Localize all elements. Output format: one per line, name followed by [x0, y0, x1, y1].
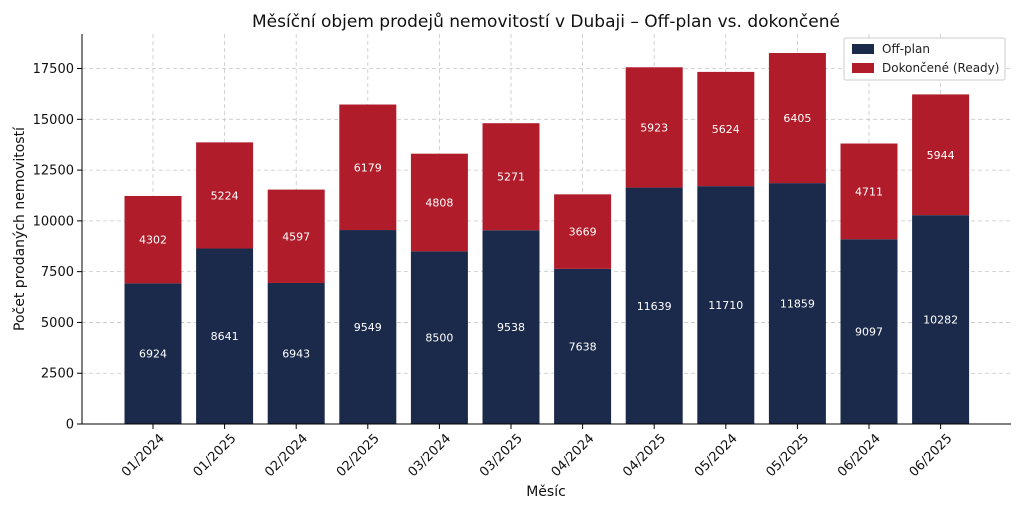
bar-ready [912, 94, 970, 216]
bar-off-plan [196, 248, 254, 424]
x-tick-label: 04/2025 [620, 431, 669, 480]
bar-label-off-plan: 9549 [354, 321, 382, 334]
bar-label-ready: 4597 [282, 230, 310, 243]
bar-label-off-plan: 10282 [923, 314, 958, 327]
bar-off-plan [482, 230, 540, 424]
bar-ready [840, 143, 898, 240]
bar-label-ready: 5624 [712, 123, 740, 136]
x-tick-label: 05/2025 [763, 431, 812, 480]
y-tick-label: 10000 [33, 214, 74, 229]
bar-off-plan [840, 239, 898, 424]
bar-ready [625, 67, 683, 188]
bar-label-ready: 4302 [139, 234, 167, 247]
bar-ready [554, 194, 612, 269]
y-axis-label: Počet prodaných nemovitostí [12, 126, 28, 331]
legend-label-off-plan: Off-plan [882, 42, 930, 56]
x-ticks: 01/2024 01/2025 02/2024 02/2025 03/2024 03/20… [119, 424, 955, 480]
bar-off-plan [339, 230, 397, 424]
x-tick-label: 06/2024 [835, 431, 884, 480]
bar-off-plan [410, 251, 468, 424]
legend-swatch-ready [852, 63, 874, 73]
x-tick-label: 05/2024 [692, 431, 741, 480]
bar-label-ready: 5923 [640, 121, 668, 134]
x-tick-label: 06/2025 [907, 431, 956, 480]
x-tick-label: 01/2024 [119, 431, 168, 480]
bar-label-off-plan: 9538 [497, 321, 525, 334]
x-tick-label: 04/2024 [549, 431, 598, 480]
y-tick-label: 0 [66, 418, 74, 433]
x-tick-label: 02/2024 [262, 431, 311, 480]
bar-label-off-plan: 6924 [139, 348, 167, 361]
y-tick-label: 15000 [33, 113, 74, 128]
y-tick-label: 5000 [41, 316, 74, 331]
bar-label-ready: 5271 [497, 171, 525, 184]
bar-label-off-plan: 11639 [637, 300, 672, 313]
bar-label-ready: 3669 [569, 226, 597, 239]
bar-label-off-plan: 8641 [211, 330, 239, 343]
legend-label-ready: Dokončené (Ready) [882, 61, 999, 75]
bar-off-plan [697, 186, 755, 424]
bar-label-off-plan: 9097 [855, 326, 883, 339]
bar-label-off-plan: 8500 [425, 332, 453, 345]
bar-label-off-plan: 11859 [780, 298, 815, 311]
bar-label-off-plan: 11710 [708, 299, 743, 312]
x-tick-label: 01/2025 [191, 431, 240, 480]
x-tick-label: 02/2025 [334, 431, 383, 480]
bar-off-plan [554, 268, 612, 424]
bar-off-plan [625, 187, 683, 424]
bar-off-plan [912, 215, 970, 424]
y-tick-label: 2500 [41, 367, 74, 382]
bar-ready [196, 142, 254, 249]
bar-ready [482, 123, 540, 231]
x-axis-label: Měsíc [526, 484, 566, 500]
y-tick-label: 7500 [41, 265, 74, 280]
legend: Off-plan Dokončené (Ready) [843, 37, 1006, 81]
bars [124, 53, 970, 424]
y-tick-label: 12500 [33, 164, 74, 179]
bar-label-ready: 5944 [927, 149, 955, 162]
bar-off-plan [267, 282, 325, 424]
x-tick-label: 03/2024 [405, 431, 454, 480]
axes [81, 34, 1011, 425]
chart-title: Měsíční objem prodejů nemovitostí v Duba… [252, 12, 840, 32]
legend-swatch-off-plan [852, 44, 874, 54]
bar-ready [410, 153, 468, 252]
y-tick-label: 17500 [33, 62, 74, 77]
bar-ready [267, 189, 325, 283]
bar-label-ready: 6179 [354, 161, 382, 174]
bar-ready [339, 104, 397, 231]
bar-label-off-plan: 7638 [569, 340, 597, 353]
bar-value-labels: 6924 4302 8641 5224 6943 4597 9549 6179 8500 4808… [139, 112, 958, 361]
bar-label-ready: 4711 [855, 185, 883, 198]
bar-label-ready: 5224 [211, 189, 239, 202]
bar-ready [124, 195, 182, 284]
legend-box [843, 37, 1006, 81]
bar-label-ready: 4808 [425, 197, 453, 210]
x-tick-label: 03/2025 [477, 431, 526, 480]
bar-label-off-plan: 6943 [282, 347, 310, 360]
bar-ready [697, 71, 755, 187]
y-ticks: 0 2500 5000 7500 10000 12500 15000 17500 [33, 62, 82, 433]
bar-ready [768, 53, 826, 184]
bar-off-plan [124, 283, 182, 424]
bar-label-ready: 6405 [783, 112, 811, 125]
bar-off-plan [768, 183, 826, 424]
